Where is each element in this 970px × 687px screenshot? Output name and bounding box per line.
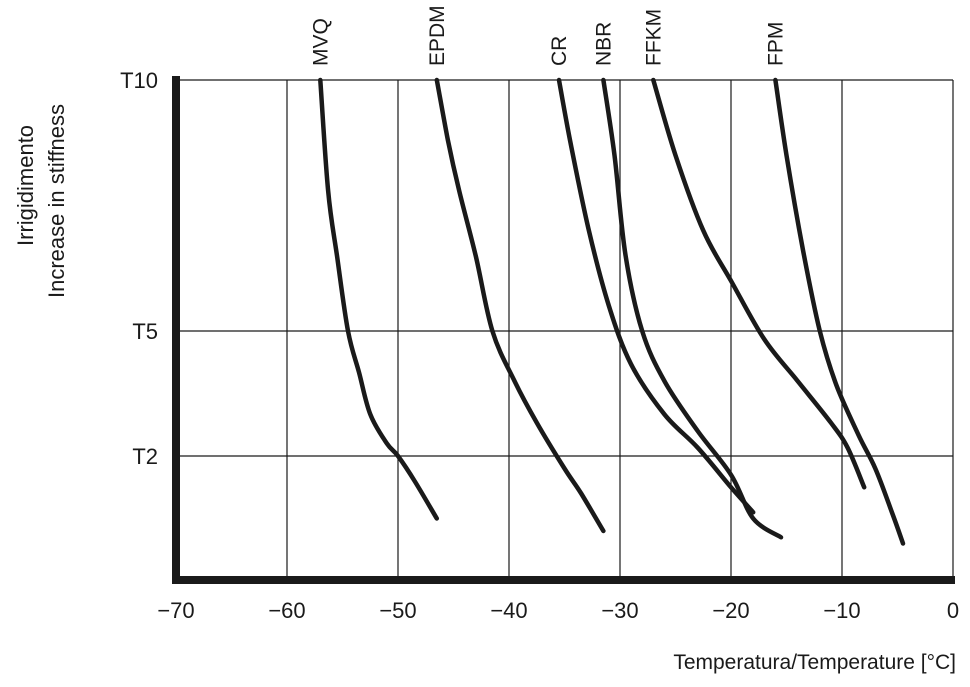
series-line-mvq <box>318 77 440 521</box>
y-tick-label: T2 <box>132 444 158 469</box>
labels: −70 −60 −50 −40 −30 −20 −10 0 T2 T5 T10 MVQ EPDM CR NB… <box>120 5 959 623</box>
x-tick-label: −40 <box>490 598 527 623</box>
series-line-cr <box>556 77 756 515</box>
y-axis-label-line-1: Irrigidimento <box>13 125 38 246</box>
x-tick-label: −30 <box>601 598 638 623</box>
series-line-fpm <box>773 77 906 546</box>
axes <box>172 76 955 584</box>
x-tick-label: −70 <box>157 598 194 623</box>
x-axis-label: Temperatura/Temperature [°C] <box>673 651 956 674</box>
series-label-mvq: MVQ <box>309 18 332 66</box>
series-line-ffkm <box>651 77 867 490</box>
series-label-ffkm: FFKM <box>642 9 665 66</box>
x-tick-label: −50 <box>379 598 416 623</box>
series-line-epdm <box>434 77 606 534</box>
y-tick-label: T10 <box>120 68 158 93</box>
y-axis-label-line-2: Increase in stiffness <box>44 104 69 298</box>
series-label-fpm: FPM <box>764 22 787 66</box>
curves <box>318 77 906 546</box>
x-tick-label: −10 <box>823 598 860 623</box>
series-label-nbr: NBR <box>592 22 615 66</box>
series-line-nbr <box>601 77 784 540</box>
series-label-cr: CR <box>548 36 571 66</box>
series-label-epdm: EPDM <box>426 5 449 66</box>
grid <box>176 79 954 580</box>
y-tick-label: T5 <box>132 319 158 344</box>
x-tick-label: 0 <box>947 598 959 623</box>
x-tick-label: −20 <box>712 598 749 623</box>
x-tick-label: −60 <box>268 598 305 623</box>
